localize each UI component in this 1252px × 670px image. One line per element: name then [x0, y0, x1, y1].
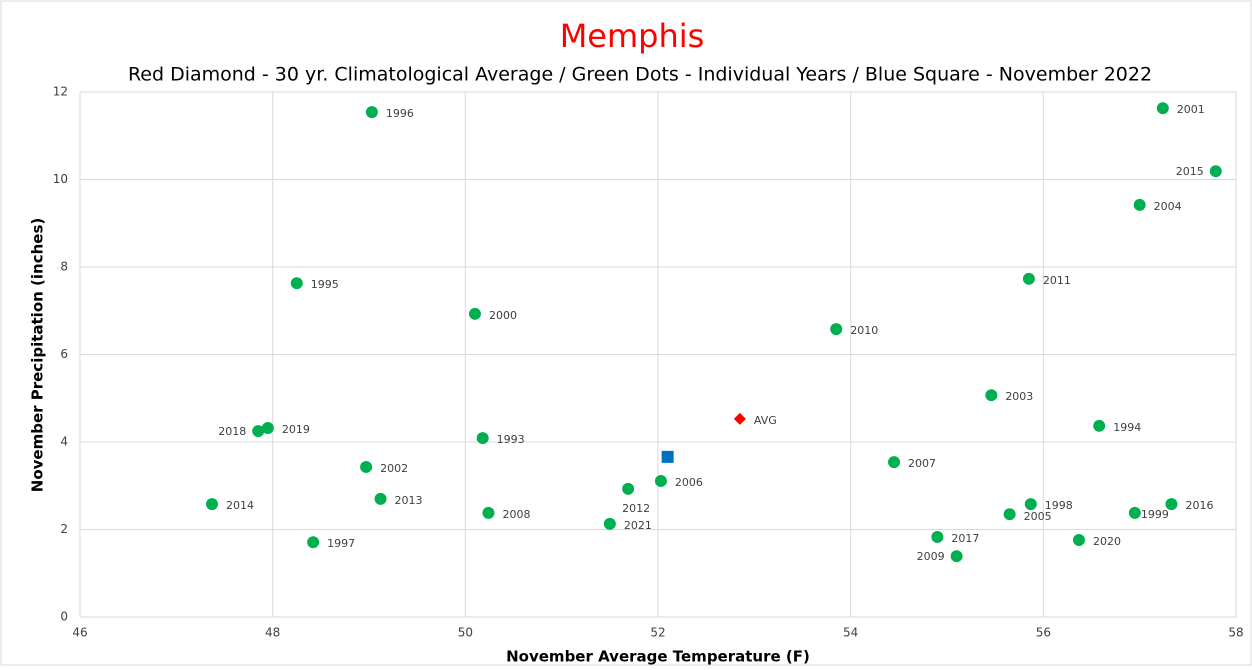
point: [950, 550, 963, 563]
point-label: 2020: [1093, 535, 1121, 548]
point-label: 2016: [1185, 499, 1213, 512]
point-label: 2004: [1154, 200, 1182, 213]
point: [468, 307, 481, 320]
chart-title: Memphis: [560, 17, 705, 55]
point: [1024, 498, 1037, 511]
point: [1093, 419, 1106, 432]
point: [1165, 498, 1178, 511]
point-label: 2001: [1177, 103, 1205, 116]
point-label: 2012: [622, 502, 650, 515]
point-label: 2010: [850, 324, 878, 337]
point-label: 1994: [1113, 421, 1141, 434]
point-label: 2017: [951, 532, 979, 545]
y-axis-label: November Precipitation (inches): [29, 218, 47, 492]
point: [1156, 102, 1169, 115]
point-label: 1993: [497, 433, 525, 446]
point-label: AVG: [754, 414, 777, 427]
x-tick-label: 52: [650, 626, 665, 640]
x-axis-label: November Average Temperature (F): [506, 648, 810, 666]
chart-subtitle: Red Diamond - 30 yr. Climatological Aver…: [128, 64, 1152, 86]
point: [365, 106, 378, 119]
x-tick-label: 46: [72, 626, 87, 640]
point: [1072, 534, 1085, 546]
point-label: 2002: [380, 462, 408, 475]
point: [1022, 272, 1035, 285]
point: [307, 536, 320, 549]
point-label: 1999: [1141, 508, 1169, 521]
point-label: 1997: [327, 537, 355, 550]
point-label: 2015: [1176, 165, 1204, 178]
point-label: 1996: [386, 107, 414, 120]
point-label: 2008: [502, 508, 530, 521]
point-label: 2005: [1024, 510, 1052, 523]
y-tick-label: 2: [60, 522, 68, 536]
point-label: 1998: [1045, 499, 1073, 512]
point-label: 2000: [489, 309, 517, 322]
point: [360, 460, 373, 473]
point-label: 2003: [1005, 390, 1033, 403]
point: [830, 323, 843, 336]
point: [1133, 198, 1146, 211]
point-label: 2018: [218, 425, 246, 438]
y-tick-label: 8: [60, 260, 68, 274]
y-tick-label: 12: [53, 85, 68, 99]
point: [661, 450, 674, 463]
y-tick-label: 0: [60, 610, 68, 624]
point: [1209, 165, 1222, 178]
point-label: 2007: [908, 457, 936, 470]
y-tick-label: 10: [53, 172, 68, 186]
point: [654, 474, 667, 487]
point-label: 1995: [311, 278, 339, 291]
x-tick-label: 54: [843, 626, 858, 640]
x-tick-label: 50: [458, 626, 473, 640]
point-label: 2006: [675, 476, 703, 489]
point: [290, 277, 303, 290]
point: [482, 506, 495, 519]
point-label: 2011: [1043, 274, 1071, 287]
point: [476, 432, 489, 445]
y-tick-label: 6: [60, 347, 68, 361]
point-label: 2013: [395, 494, 423, 507]
point-label: 2009: [917, 550, 945, 563]
x-tick-label: 58: [1228, 626, 1243, 640]
point: [888, 456, 901, 469]
point: [374, 492, 387, 505]
point: [252, 425, 265, 438]
point: [622, 482, 635, 495]
point-label: 2019: [282, 423, 310, 436]
point: [733, 412, 746, 425]
y-tick-label: 4: [60, 435, 68, 449]
x-tick-label: 56: [1036, 626, 1051, 640]
point: [261, 422, 274, 434]
point-label: 2021: [624, 519, 652, 532]
point: [1128, 506, 1141, 519]
point: [931, 530, 944, 543]
point: [1003, 508, 1016, 521]
x-tick-label: 48: [265, 626, 280, 640]
point-label: 2014: [226, 499, 254, 512]
point: [205, 498, 218, 511]
point: [985, 389, 998, 402]
point: [603, 517, 616, 530]
